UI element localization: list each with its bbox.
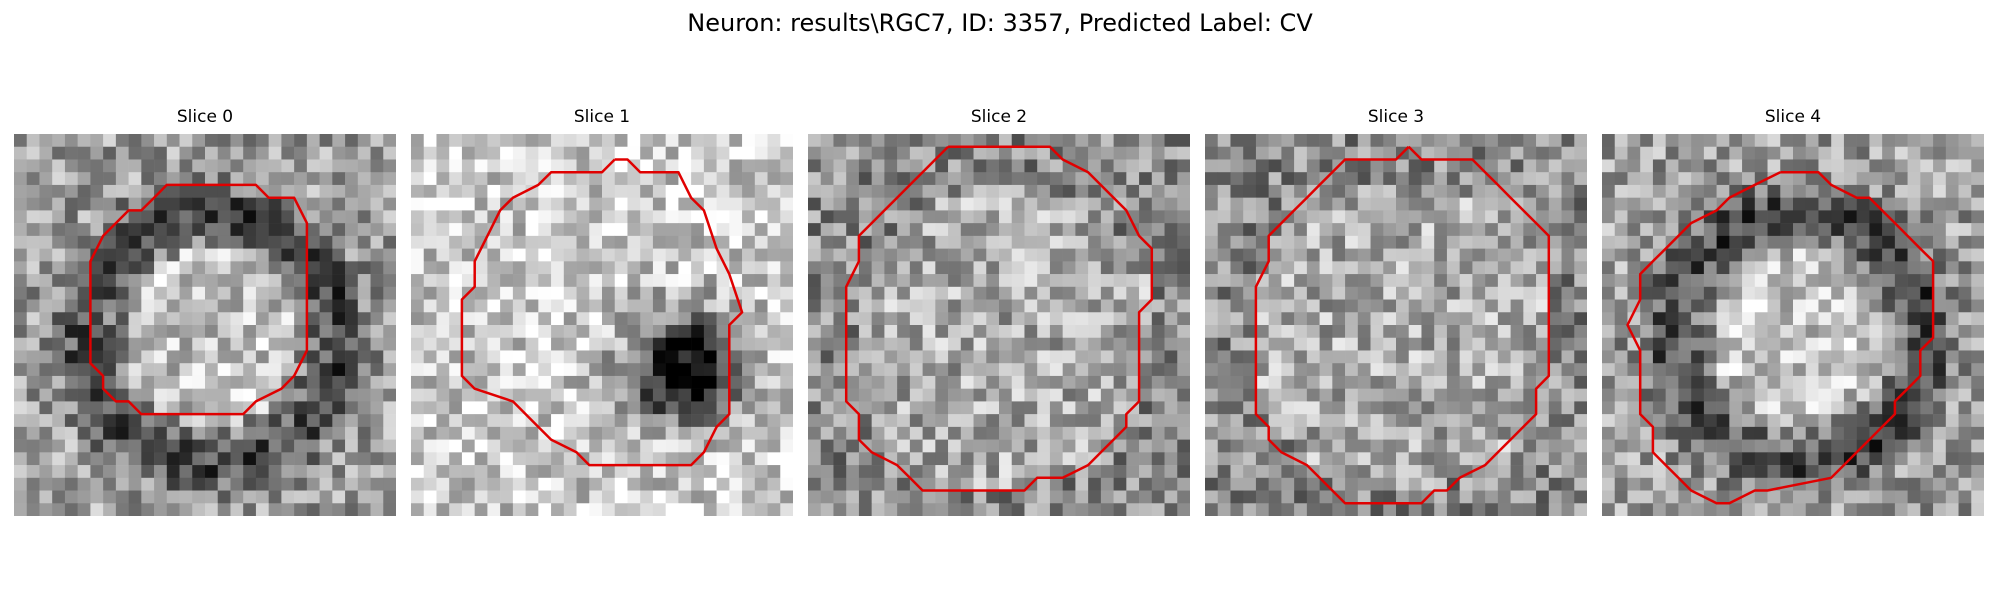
- panel-slice-1: Slice 1: [411, 106, 793, 520]
- panel-slice-3: Slice 3: [1205, 106, 1587, 520]
- panel-slice-2: Slice 2: [808, 106, 1190, 520]
- figure-title: Neuron: results\RGC7, ID: 3357, Predicte…: [687, 9, 1313, 37]
- slice-4-image: [1602, 134, 1984, 516]
- panel-title: Slice 0: [176, 107, 234, 127]
- panel-title: Slice 3: [1367, 107, 1425, 127]
- panel-title: Slice 2: [970, 107, 1028, 127]
- slice-0-image: [14, 134, 396, 516]
- panel-slice-0: Slice 0: [14, 106, 396, 520]
- slice-2-image: [808, 134, 1190, 516]
- slice-1-image: [411, 134, 793, 516]
- cell-outline: [460, 158, 744, 467]
- panel-title: Slice 4: [1764, 107, 1822, 127]
- slice-3-image: [1205, 134, 1587, 516]
- cell-outline: [89, 183, 309, 416]
- panel-title: Slice 1: [573, 107, 631, 127]
- panel-slice-4: Slice 4: [1602, 106, 1984, 520]
- cell-outline: [844, 145, 1154, 492]
- cell-outline: [1254, 145, 1551, 505]
- cell-outline: [1626, 170, 1935, 505]
